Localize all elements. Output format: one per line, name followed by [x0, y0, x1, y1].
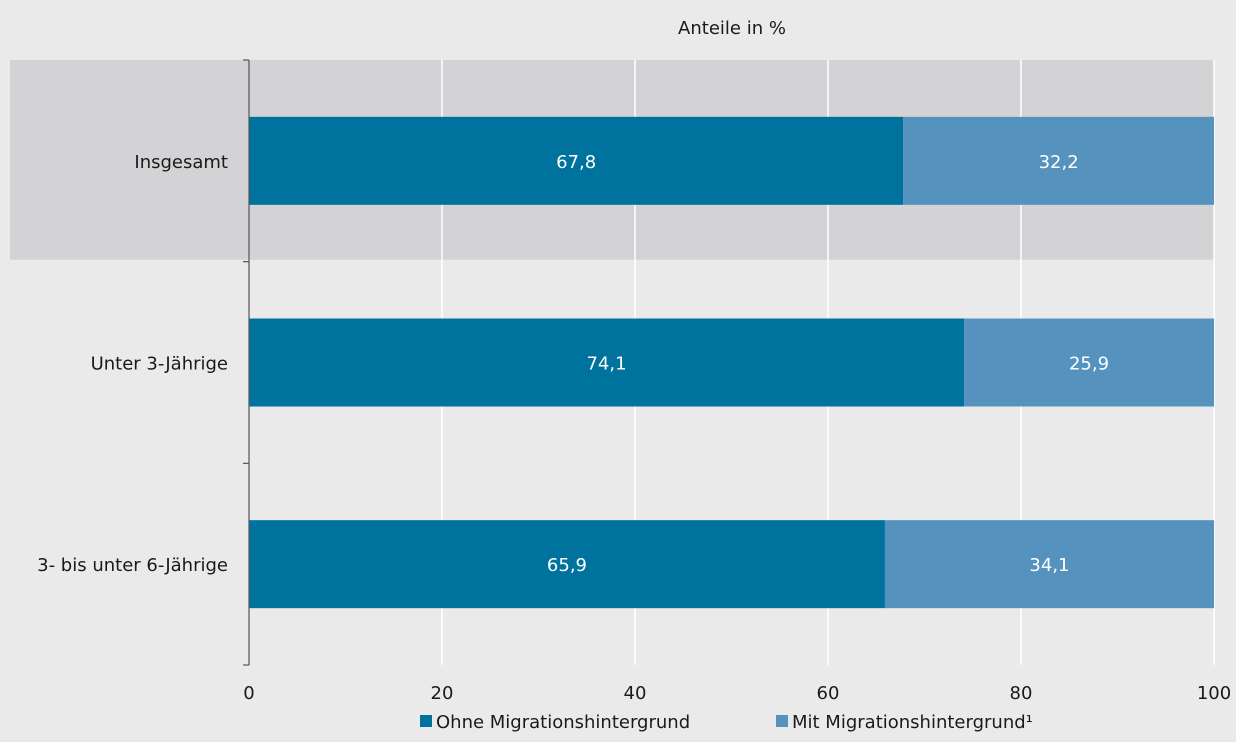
bar-1-2 [249, 318, 965, 407]
bar-2-3 [884, 520, 1214, 609]
bar-label-2-1: 32,2 [1039, 152, 1079, 173]
bar-label-1-2: 74,1 [586, 354, 626, 375]
bar-1-1 [249, 116, 904, 205]
bar-label-2-2: 25,9 [1069, 354, 1109, 375]
x-tick-label-80: 80 [1010, 683, 1033, 704]
bar-label-1-1: 67,8 [556, 152, 596, 173]
x-tick-label-40: 40 [624, 683, 647, 704]
axes: 0 20 40 60 80 100 [243, 59, 1231, 704]
legend: Ohne Migrationshintergrund Mit Migrations… [420, 712, 1033, 733]
bar-label-1-3: 65,9 [547, 555, 587, 576]
x-tick-label-100: 100 [1197, 683, 1231, 704]
x-tick-label-0: 0 [243, 683, 254, 704]
legend-swatch-2 [776, 715, 788, 727]
x-axis-title: Anteile in % [678, 18, 786, 39]
bar-label-2-3: 34,1 [1029, 555, 1069, 576]
x-tick-label-20: 20 [431, 683, 454, 704]
category-label-3: 3- bis unter 6-Jährige [37, 555, 228, 576]
legend-swatch-1 [420, 715, 432, 727]
bar-1-3 [249, 520, 885, 609]
category-label-1: Insgesamt [134, 152, 228, 173]
bar-2-1 [903, 116, 1214, 205]
bar-2-2 [964, 318, 1214, 407]
legend-label-2: Mit Migrationshintergrund¹ [792, 712, 1033, 733]
x-tick-label-60: 60 [817, 683, 840, 704]
bars: 67,8 32,2 Insgesamt 74,1 25,9 Unter 3-Jährige… [37, 116, 1214, 609]
category-label-2: Unter 3-Jährige [91, 354, 228, 375]
legend-label-1: Ohne Migrationshintergrund [436, 712, 690, 733]
